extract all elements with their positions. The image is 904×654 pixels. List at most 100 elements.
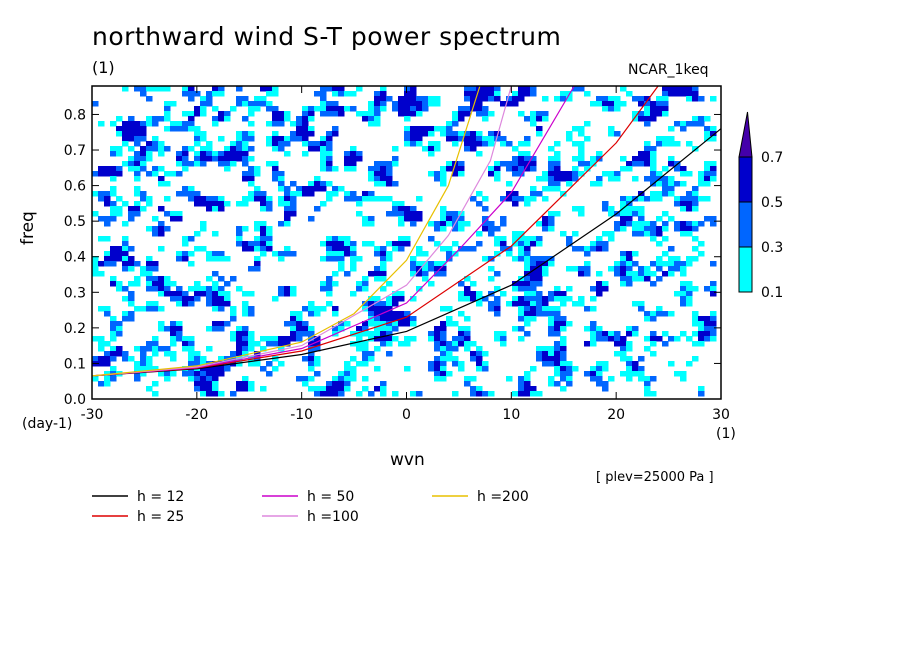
- contour-cell: [350, 366, 357, 372]
- contour-cell: [434, 141, 441, 147]
- contour-cell: [608, 176, 615, 182]
- contour-cell: [380, 311, 387, 317]
- contour-cell: [548, 176, 555, 182]
- contour-cell: [122, 296, 129, 302]
- contour-cell: [620, 266, 627, 272]
- contour-cell: [272, 176, 279, 182]
- contour-cell: [326, 131, 333, 137]
- contour-cell: [482, 206, 489, 212]
- contour-cell: [650, 106, 657, 112]
- contour-cell: [374, 271, 381, 277]
- contour-cell: [446, 126, 453, 132]
- contour-cell: [554, 351, 561, 357]
- contour-cell: [248, 291, 255, 297]
- contour-cell: [362, 361, 369, 367]
- contour-cell: [278, 146, 285, 152]
- contour-cell: [296, 311, 303, 317]
- contour-cell: [374, 96, 381, 102]
- contour-cell: [380, 286, 387, 292]
- contour-cell: [188, 191, 195, 197]
- contour-cell: [596, 281, 603, 287]
- contour-cell: [620, 226, 627, 232]
- contour-cell: [650, 156, 657, 162]
- contour-cell: [374, 246, 381, 252]
- contour-cell: [344, 166, 351, 172]
- contour-cell: [320, 201, 327, 207]
- contour-cell: [146, 271, 153, 277]
- contour-cell: [140, 86, 147, 92]
- contour-cell: [548, 216, 555, 222]
- contour-cell: [656, 241, 663, 247]
- contour-cell: [518, 141, 525, 147]
- contour-cell: [284, 196, 291, 202]
- contour-cell: [176, 161, 183, 167]
- contour-cell: [302, 126, 309, 132]
- contour-cell: [644, 381, 651, 387]
- contour-cell: [662, 331, 669, 337]
- contour-cell: [524, 261, 531, 267]
- contour-cell: [230, 306, 237, 312]
- contour-cell: [380, 261, 387, 267]
- contour-cell: [176, 121, 183, 127]
- contour-cell: [386, 351, 393, 357]
- contour-cell: [596, 371, 603, 377]
- contour-cell: [236, 241, 243, 247]
- contour-cell: [188, 286, 195, 292]
- contour-cell: [386, 171, 393, 177]
- contour-cell: [416, 101, 423, 107]
- contour-cell: [650, 191, 657, 197]
- contour-cell: [128, 211, 135, 217]
- contour-cell: [374, 346, 381, 352]
- contour-cell: [446, 131, 453, 137]
- contour-cell: [578, 296, 585, 302]
- contour-cell: [182, 251, 189, 257]
- contour-cell: [704, 216, 711, 222]
- contour-cell: [506, 181, 513, 187]
- contour-cell: [296, 316, 303, 322]
- contour-cell: [572, 141, 579, 147]
- contour-cell: [320, 141, 327, 147]
- contour-cell: [446, 346, 453, 352]
- contour-cell: [326, 86, 333, 92]
- contour-cell: [404, 336, 411, 342]
- contour-cell: [656, 181, 663, 187]
- contour-cell: [332, 241, 339, 247]
- contour-cell: [410, 221, 417, 227]
- contour-cell: [530, 261, 537, 267]
- contour-cell: [572, 366, 579, 372]
- contour-cell: [674, 336, 681, 342]
- contour-cell: [638, 221, 645, 227]
- contour-cell: [164, 211, 171, 217]
- contour-cell: [278, 141, 285, 147]
- contour-cell: [284, 251, 291, 257]
- contour-cell: [386, 331, 393, 337]
- contour-cell: [428, 261, 435, 267]
- contour-cell: [176, 256, 183, 262]
- contour-cell: [362, 331, 369, 337]
- contour-cell: [134, 211, 141, 217]
- x-axis-unit: (1): [716, 426, 736, 442]
- contour-cell: [266, 361, 273, 367]
- contour-cell: [224, 291, 231, 297]
- contour-cell: [548, 316, 555, 322]
- contour-cell: [566, 286, 573, 292]
- contour-cell: [584, 136, 591, 142]
- contour-cell: [278, 136, 285, 142]
- contour-cell: [710, 126, 717, 132]
- contour-cell: [440, 171, 447, 177]
- contour-cell: [482, 106, 489, 112]
- contour-cell: [254, 221, 261, 227]
- y-tick-label: 0.1: [64, 356, 86, 372]
- contour-cell: [392, 326, 399, 332]
- contour-cell: [128, 301, 135, 307]
- contour-cell: [350, 191, 357, 197]
- contour-cell: [218, 291, 225, 297]
- contour-cell: [542, 346, 549, 352]
- contour-cell: [440, 321, 447, 327]
- contour-cell: [404, 136, 411, 142]
- contour-cell: [326, 191, 333, 197]
- contour-cell: [374, 116, 381, 122]
- contour-cell: [608, 106, 615, 112]
- contour-cell: [440, 361, 447, 367]
